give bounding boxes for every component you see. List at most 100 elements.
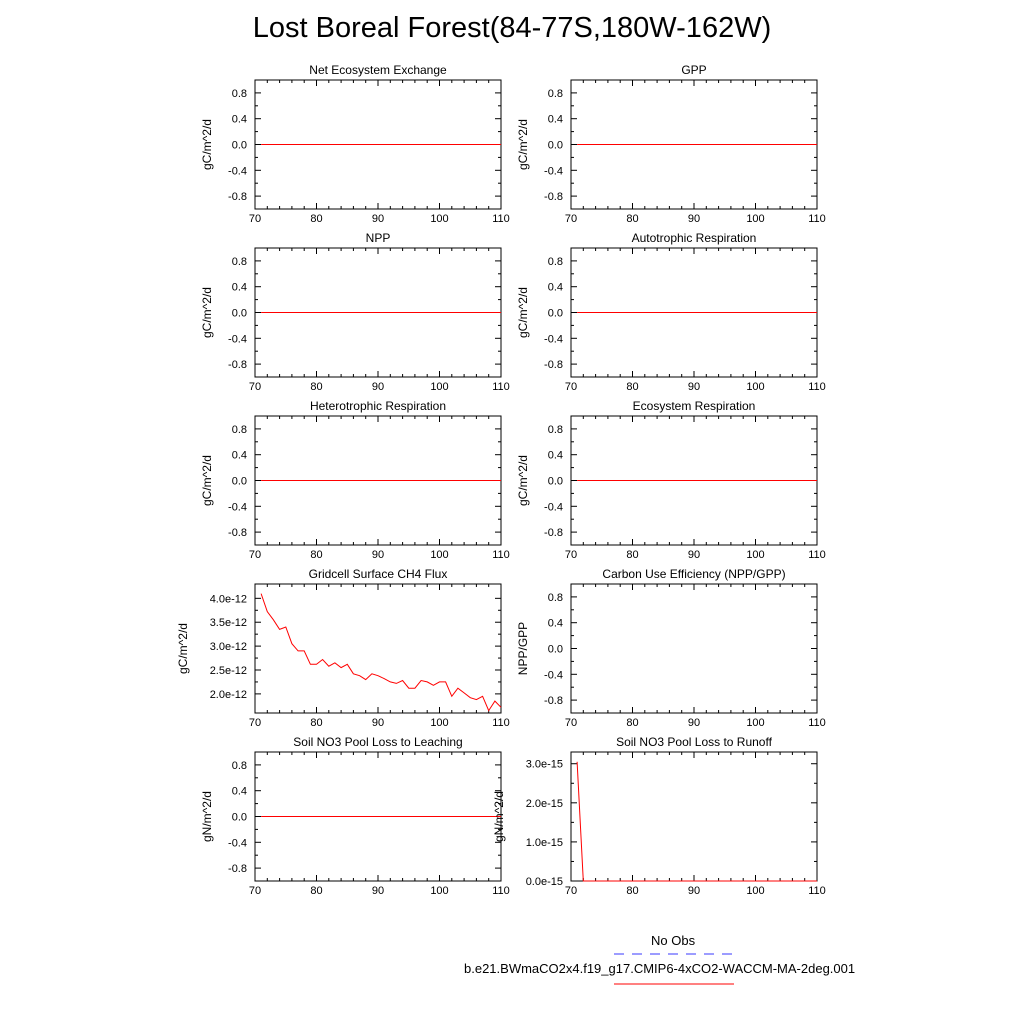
- data-point: [261, 816, 262, 817]
- x-tick-label: 70: [565, 381, 577, 393]
- x-tick-label: 110: [492, 549, 510, 561]
- data-point: [384, 678, 385, 679]
- y-axis-label: gC/m^2/d: [200, 287, 214, 338]
- y-tick-label: 0.0: [548, 140, 563, 152]
- y-tick-label: 3.0e-15: [526, 759, 563, 771]
- y-tick-label: 0.8: [232, 256, 247, 268]
- panel-soil-no3-pool-loss-to-runoff: 70 80 90 100 110 0.0e-15 1.0e-15 2.0e-15 3.0e-15…: [492, 735, 826, 897]
- data-point: [261, 144, 262, 145]
- y-tick-label: -0.8: [544, 191, 563, 203]
- data-point: [279, 629, 280, 630]
- panel-autotrophic-respiration: 70 80 90 100 110 -0.8 -0.4 0.0 0.4 0.8 Autotrophic…: [516, 231, 826, 393]
- data-point: [577, 480, 578, 481]
- data-point: [328, 666, 329, 667]
- panel-title: Heterotrophic Respiration: [310, 399, 446, 413]
- y-tick-label: -0.4: [544, 165, 563, 177]
- data-point: [316, 664, 317, 665]
- x-tick-label: 90: [372, 717, 384, 729]
- y-axis-label: gN/m^2/d: [492, 791, 506, 842]
- data-point: [577, 312, 578, 313]
- y-tick-label: 0.8: [548, 424, 563, 436]
- data-point: [291, 643, 292, 644]
- x-tick-label: 90: [372, 885, 384, 897]
- y-tick-label: 0.8: [232, 760, 247, 772]
- data-point: [439, 681, 440, 682]
- y-tick-label: 0.4: [548, 450, 563, 462]
- data-point: [482, 696, 483, 697]
- y-tick-label: 3.0e-12: [210, 641, 247, 653]
- panel-heterotrophic-respiration: 70 80 90 100 110 -0.8 -0.4 0.0 0.4 0.8 Heterotroph…: [200, 399, 510, 561]
- y-tick-label: 0.4: [232, 786, 247, 798]
- y-tick-label: -0.4: [544, 669, 563, 681]
- data-point: [402, 680, 403, 681]
- panel-title: Ecosystem Respiration: [633, 399, 756, 413]
- legend-model-label: b.e21.BWmaCO2x4.f19_g17.CMIP6-4xCO2-WACC…: [464, 961, 856, 976]
- plot-frame: [570, 583, 818, 714]
- y-tick-label: 0.4: [232, 450, 247, 462]
- y-tick-label: 0.8: [548, 88, 563, 100]
- data-point: [488, 710, 489, 711]
- page-title: Lost Boreal Forest(84-77S,180W-162W): [252, 12, 772, 44]
- panel-carbon-use-efficiency-npp-gpp: 70 80 90 100 110 -0.8 -0.4 0.0 0.4 0.8 Carbon Use …: [516, 567, 826, 729]
- x-tick-label: 70: [565, 885, 577, 897]
- x-tick-label: 80: [626, 717, 638, 729]
- y-tick-label: -0.8: [544, 527, 563, 539]
- data-point: [365, 679, 366, 680]
- x-tick-label: 80: [310, 549, 322, 561]
- x-tick-label: 110: [492, 381, 510, 393]
- data-point: [322, 659, 323, 660]
- data-point: [577, 761, 578, 762]
- y-tick-label: -0.8: [544, 359, 563, 371]
- data-point: [334, 662, 335, 663]
- data-point: [353, 673, 354, 674]
- x-tick-label: 90: [372, 213, 384, 225]
- x-tick-label: 70: [249, 213, 261, 225]
- panel-title: Net Ecosystem Exchange: [309, 63, 447, 77]
- y-tick-label: 0.0: [548, 476, 563, 488]
- data-point: [464, 692, 465, 693]
- x-tick-label: 100: [430, 885, 448, 897]
- data-point: [427, 681, 428, 682]
- y-tick-label: 3.5e-12: [210, 617, 247, 629]
- x-tick-label: 100: [746, 885, 764, 897]
- y-axis-label: gC/m^2/d: [200, 119, 214, 170]
- x-tick-label: 70: [249, 717, 261, 729]
- panel-net-ecosystem-exchange: 70 80 90 100 110 -0.8 -0.4 0.0 0.4 0.8 Net Ecosyst…: [200, 63, 510, 225]
- x-tick-label: 90: [688, 885, 700, 897]
- x-tick-label: 110: [492, 717, 510, 729]
- data-point: [816, 880, 817, 881]
- x-tick-label: 80: [310, 213, 322, 225]
- data-point: [816, 144, 817, 145]
- y-tick-label: 0.8: [548, 256, 563, 268]
- x-tick-label: 90: [372, 549, 384, 561]
- x-tick-label: 100: [430, 381, 448, 393]
- x-tick-label: 100: [746, 381, 764, 393]
- y-tick-label: 0.4: [548, 282, 563, 294]
- x-tick-label: 110: [808, 717, 826, 729]
- data-point: [261, 480, 262, 481]
- panel-title: NPP: [366, 231, 391, 245]
- data-point: [341, 667, 342, 668]
- x-tick-label: 80: [626, 381, 638, 393]
- plot-frame: [254, 583, 502, 714]
- y-tick-label: 0.8: [548, 592, 563, 604]
- data-point: [261, 593, 262, 594]
- data-point: [414, 688, 415, 689]
- x-tick-label: 110: [492, 213, 510, 225]
- x-tick-label: 80: [310, 717, 322, 729]
- y-tick-label: -0.4: [228, 165, 247, 177]
- x-tick-label: 90: [688, 381, 700, 393]
- y-axis-label: gC/m^2/d: [516, 455, 530, 506]
- legend-obs-label: No Obs: [651, 933, 696, 948]
- y-tick-label: 0.0: [232, 812, 247, 824]
- data-point: [408, 688, 409, 689]
- data-point: [371, 673, 372, 674]
- plot-frame: [570, 751, 818, 882]
- x-tick-label: 80: [626, 549, 638, 561]
- y-tick-label: -0.8: [228, 359, 247, 371]
- data-point: [297, 650, 298, 651]
- data-point: [273, 619, 274, 620]
- y-axis-label: gC/m^2/d: [200, 455, 214, 506]
- panel-soil-no3-pool-loss-to-leaching: 70 80 90 100 110 -0.8 -0.4 0.0 0.4 0.8 Soil NO3 Po…: [200, 735, 510, 897]
- x-tick-label: 100: [746, 717, 764, 729]
